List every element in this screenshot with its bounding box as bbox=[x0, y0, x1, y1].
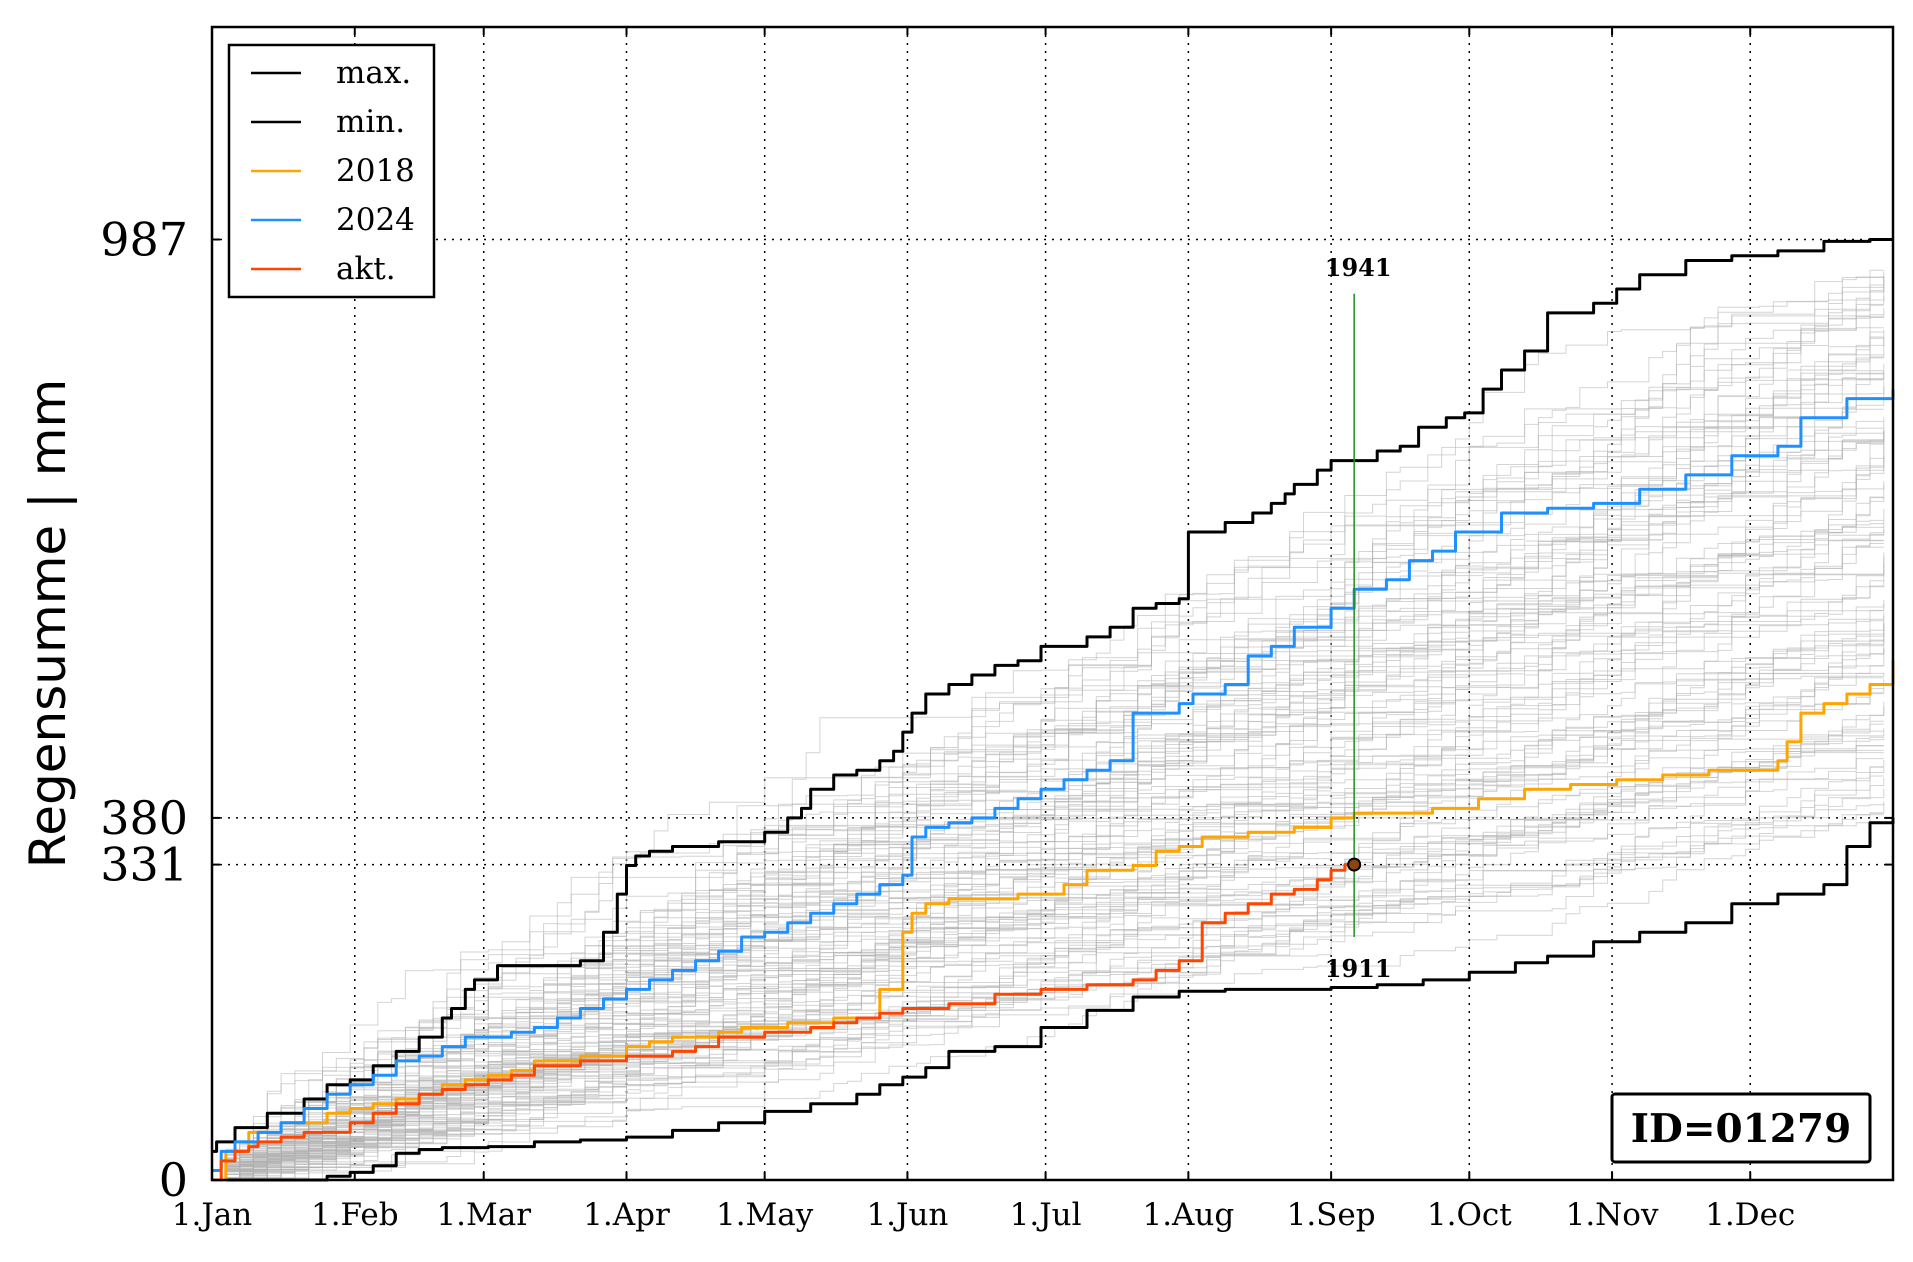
background-series-line bbox=[212, 271, 1885, 1181]
background-series-line bbox=[212, 508, 1885, 1181]
max-year-label: 1941 bbox=[1325, 253, 1392, 282]
series-line-2018 bbox=[212, 660, 1895, 1182]
x-tick-label: 1.Oct bbox=[1427, 1197, 1512, 1233]
background-series-line bbox=[212, 276, 1884, 1181]
legend-label: 2018 bbox=[336, 153, 415, 189]
background-series-line bbox=[212, 612, 1885, 1181]
background-series-line bbox=[212, 439, 1884, 1181]
background-series-line bbox=[212, 431, 1885, 1181]
background-series-line bbox=[212, 457, 1885, 1181]
series-line-2024 bbox=[212, 389, 1895, 1172]
series-line-min bbox=[212, 817, 1895, 1182]
legend-label: max. bbox=[336, 55, 411, 91]
legend: max. min. 2018 2024 akt. bbox=[227, 43, 436, 299]
x-tick-label: 1.Dec bbox=[1705, 1197, 1795, 1233]
background-series-line bbox=[212, 331, 1884, 1181]
x-tick-label: 1.Jun bbox=[866, 1197, 948, 1233]
background-series-line bbox=[212, 563, 1885, 1181]
background-series-line bbox=[212, 374, 1885, 1181]
background-series-line bbox=[212, 672, 1885, 1181]
highlighted-series bbox=[212, 238, 1895, 1182]
x-axis-ticks: 1.Jan 1.Feb 1.Mar 1.Apr 1.May 1.Jun 1.Jul 1.Aug… bbox=[172, 27, 1795, 1233]
background-series-line bbox=[212, 723, 1884, 1181]
x-tick-label: 1.Nov bbox=[1566, 1197, 1659, 1233]
series-line-akt bbox=[212, 863, 1355, 1182]
x-tick-label: 1.Mar bbox=[436, 1197, 531, 1233]
station-id-label: ID=01279 bbox=[1631, 1106, 1851, 1152]
background-series-line bbox=[212, 481, 1885, 1181]
background-series-line bbox=[212, 497, 1884, 1181]
min-year-label: 1911 bbox=[1325, 954, 1392, 983]
y-tick-label: 0 bbox=[159, 1153, 188, 1207]
background-series-line bbox=[212, 337, 1884, 1181]
x-tick-label: 1.Apr bbox=[583, 1197, 670, 1233]
background-series-line bbox=[212, 304, 1884, 1181]
x-tick-label: 1.Sep bbox=[1287, 1197, 1376, 1233]
y-tick-label: 987 bbox=[100, 212, 188, 266]
reference-lines bbox=[212, 238, 1893, 866]
station-id-frame bbox=[1610, 1092, 1872, 1164]
y-axis-label: Regensumme | mm bbox=[19, 379, 77, 868]
background-series-line bbox=[212, 275, 1885, 1181]
vertical-marker: 1941 1911 bbox=[1325, 253, 1392, 983]
background-series-line bbox=[212, 672, 1884, 1181]
station-id-box: ID=01279 bbox=[1610, 1092, 1872, 1164]
legend-label: akt. bbox=[336, 251, 396, 287]
background-series-line bbox=[212, 803, 1885, 1181]
x-tick-label: 1.May bbox=[716, 1197, 814, 1233]
series-line-max bbox=[212, 238, 1893, 1153]
background-series-line bbox=[212, 749, 1884, 1181]
plot-frame bbox=[210, 25, 1895, 1182]
legend-label: min. bbox=[336, 104, 405, 140]
y-tick-label: 331 bbox=[100, 838, 188, 892]
background-series-line bbox=[212, 496, 1884, 1181]
x-tick-label: 1.Aug bbox=[1142, 1197, 1234, 1233]
current-value-point bbox=[1347, 857, 1362, 872]
background-series-line bbox=[212, 688, 1884, 1181]
background-series bbox=[212, 269, 1885, 1181]
background-series-line bbox=[212, 277, 1884, 1181]
background-series-line bbox=[212, 354, 1884, 1181]
background-series-line bbox=[212, 539, 1884, 1181]
background-series-line bbox=[212, 269, 1884, 1181]
background-series-line bbox=[212, 775, 1884, 1181]
background-series-line bbox=[212, 277, 1885, 1181]
background-series-line bbox=[212, 599, 1885, 1181]
x-tick-label: 1.Feb bbox=[311, 1197, 399, 1233]
legend-label: 2024 bbox=[336, 202, 415, 238]
background-series-line bbox=[212, 430, 1885, 1181]
background-series-line bbox=[212, 620, 1884, 1181]
y-tick-label: 380 bbox=[100, 791, 188, 845]
x-tick-label: 1.Jul bbox=[1010, 1197, 1082, 1233]
background-series-line bbox=[212, 442, 1885, 1181]
x-tick-label: 1.Jan bbox=[172, 1197, 252, 1233]
